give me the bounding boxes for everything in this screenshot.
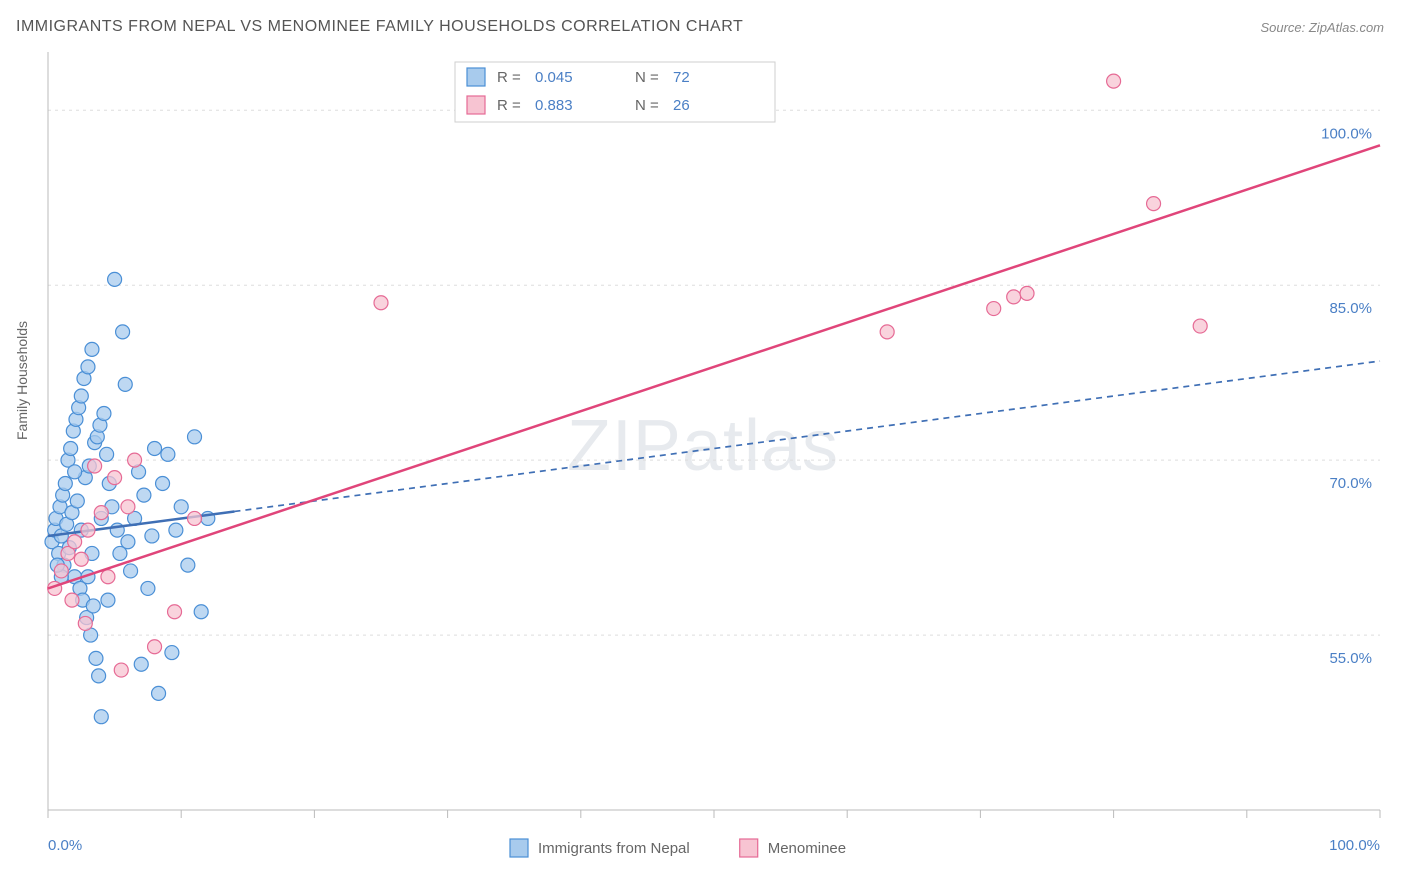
trend-line-dashed bbox=[234, 361, 1380, 511]
data-point bbox=[1193, 319, 1207, 333]
data-point bbox=[114, 663, 128, 677]
data-point bbox=[74, 552, 88, 566]
data-point bbox=[169, 523, 183, 537]
stats-swatch bbox=[467, 68, 485, 86]
data-point bbox=[121, 535, 135, 549]
data-point bbox=[1020, 286, 1034, 300]
data-point bbox=[108, 272, 122, 286]
data-point bbox=[97, 407, 111, 421]
data-point bbox=[128, 453, 142, 467]
legend-swatch bbox=[740, 839, 758, 857]
data-point bbox=[880, 325, 894, 339]
data-point bbox=[68, 465, 82, 479]
data-point bbox=[94, 710, 108, 724]
data-point bbox=[65, 593, 79, 607]
data-point bbox=[374, 296, 388, 310]
data-point bbox=[54, 564, 68, 578]
data-point bbox=[100, 447, 114, 461]
data-point bbox=[101, 570, 115, 584]
stats-n-value: 72 bbox=[673, 69, 690, 86]
data-point bbox=[1147, 197, 1161, 211]
data-point bbox=[81, 523, 95, 537]
data-point bbox=[88, 459, 102, 473]
stats-n-label: N = bbox=[635, 69, 659, 86]
data-point bbox=[89, 651, 103, 665]
x-tick-label-min: 0.0% bbox=[48, 837, 82, 854]
stats-r-value: 0.883 bbox=[535, 97, 573, 114]
data-point bbox=[118, 377, 132, 391]
y-tick-label: 70.0% bbox=[1329, 475, 1372, 492]
data-point bbox=[188, 511, 202, 525]
data-point bbox=[81, 360, 95, 374]
stats-n-value: 26 bbox=[673, 97, 690, 114]
stats-r-value: 0.045 bbox=[535, 69, 573, 86]
data-point bbox=[152, 686, 166, 700]
data-point bbox=[165, 646, 179, 660]
legend-label: Menominee bbox=[768, 840, 846, 857]
data-point bbox=[1007, 290, 1021, 304]
data-point bbox=[70, 494, 84, 508]
data-point bbox=[101, 593, 115, 607]
y-tick-label: 85.0% bbox=[1329, 300, 1372, 317]
data-point bbox=[64, 441, 78, 455]
stats-n-label: N = bbox=[635, 97, 659, 114]
data-point bbox=[161, 447, 175, 461]
data-point bbox=[156, 476, 170, 490]
data-point bbox=[124, 564, 138, 578]
data-point bbox=[987, 302, 1001, 316]
data-point bbox=[145, 529, 159, 543]
legend-label: Immigrants from Nepal bbox=[538, 840, 690, 857]
data-point bbox=[168, 605, 182, 619]
chart-container: IMMIGRANTS FROM NEPAL VS MENOMINEE FAMIL… bbox=[0, 0, 1406, 892]
x-tick-label-max: 100.0% bbox=[1329, 837, 1380, 854]
y-tick-label: 55.0% bbox=[1329, 650, 1372, 667]
data-point bbox=[94, 506, 108, 520]
data-point bbox=[86, 599, 100, 613]
data-point bbox=[148, 640, 162, 654]
trend-line bbox=[48, 145, 1380, 588]
y-tick-label: 100.0% bbox=[1321, 125, 1372, 142]
data-point bbox=[116, 325, 130, 339]
stats-swatch bbox=[467, 96, 485, 114]
data-point bbox=[85, 342, 99, 356]
legend-swatch bbox=[510, 839, 528, 857]
data-point bbox=[174, 500, 188, 514]
stats-r-label: R = bbox=[497, 69, 521, 86]
data-point bbox=[148, 441, 162, 455]
data-point bbox=[188, 430, 202, 444]
data-point bbox=[74, 389, 88, 403]
data-point bbox=[108, 471, 122, 485]
data-point bbox=[134, 657, 148, 671]
data-point bbox=[58, 476, 72, 490]
stats-r-label: R = bbox=[497, 97, 521, 114]
data-point bbox=[181, 558, 195, 572]
data-point bbox=[137, 488, 151, 502]
data-point bbox=[121, 500, 135, 514]
data-point bbox=[92, 669, 106, 683]
data-point bbox=[1107, 74, 1121, 88]
data-point bbox=[68, 535, 82, 549]
data-point bbox=[78, 616, 92, 630]
chart-svg: 55.0% 70.0% 85.0% 100.0% 0.0% 100.0% R = 0.045 N… bbox=[0, 0, 1406, 892]
data-point bbox=[194, 605, 208, 619]
data-point bbox=[141, 581, 155, 595]
